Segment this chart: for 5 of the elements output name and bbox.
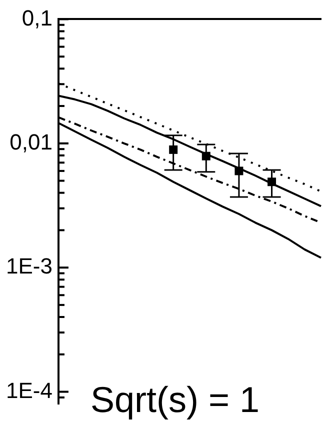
y-tick-label: 0,1 [22, 5, 52, 30]
y-tick-label: 1E-4 [6, 378, 52, 403]
annotation: Sqrt(s) = 1 [90, 378, 260, 420]
y-tick-label: 1E-3 [6, 254, 52, 279]
y-tick-label: 0,01 [10, 129, 52, 154]
